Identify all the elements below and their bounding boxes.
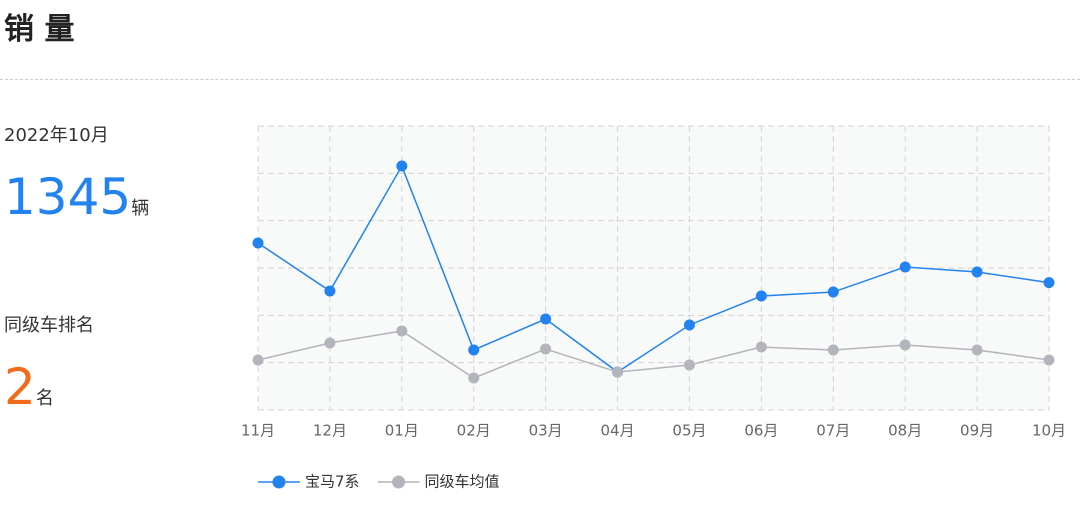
x-tick-label: 03月 bbox=[529, 422, 563, 440]
x-tick-label: 06月 bbox=[744, 422, 778, 440]
point bbox=[612, 366, 624, 378]
rank: 2名 bbox=[4, 358, 54, 416]
legend-label: 同级车均值 bbox=[425, 473, 500, 491]
x-tick-label: 09月 bbox=[960, 422, 994, 440]
sales-value: 1345 bbox=[4, 168, 132, 226]
point bbox=[899, 339, 911, 351]
sales-unit: 辆 bbox=[131, 198, 150, 219]
point bbox=[1043, 277, 1055, 289]
x-tick-label: 11月 bbox=[241, 422, 275, 440]
point bbox=[899, 261, 911, 273]
point bbox=[396, 325, 408, 337]
section-title: 销 量 bbox=[4, 12, 75, 47]
point bbox=[971, 266, 983, 278]
x-tick-label: 07月 bbox=[816, 422, 850, 440]
point bbox=[324, 285, 336, 297]
point bbox=[971, 344, 983, 356]
series-line bbox=[257, 164, 1050, 373]
point bbox=[468, 372, 480, 384]
point bbox=[1043, 354, 1055, 366]
point bbox=[827, 344, 839, 356]
x-tick-label: 08月 bbox=[888, 422, 922, 440]
point bbox=[755, 290, 767, 302]
sales: 1345辆 bbox=[4, 168, 149, 226]
point bbox=[540, 343, 552, 355]
x-tick-label: 02月 bbox=[457, 422, 491, 440]
legend-marker bbox=[392, 475, 406, 489]
point bbox=[683, 319, 695, 331]
legend-marker bbox=[272, 475, 286, 489]
point bbox=[396, 160, 408, 172]
point bbox=[683, 359, 695, 371]
rank-label: 同级车排名 bbox=[4, 315, 94, 336]
date: 2022年10月 bbox=[4, 125, 109, 146]
point bbox=[540, 313, 552, 325]
divider bbox=[0, 79, 1080, 80]
series-line bbox=[257, 330, 1050, 379]
rank-unit: 名 bbox=[35, 388, 54, 409]
point bbox=[324, 337, 336, 349]
point bbox=[827, 286, 839, 298]
point bbox=[252, 354, 264, 366]
point bbox=[468, 344, 480, 356]
x-tick-label: 05月 bbox=[672, 422, 706, 440]
x-tick-label: 01月 bbox=[385, 422, 419, 440]
x-tick-label: 10月 bbox=[1032, 422, 1066, 440]
legend-label: 宝马7系 bbox=[305, 473, 360, 491]
x-tick-label: 04月 bbox=[600, 422, 634, 440]
point bbox=[252, 237, 264, 249]
rank-value: 2 bbox=[4, 358, 36, 416]
x-tick-label: 12月 bbox=[313, 422, 347, 440]
point bbox=[755, 341, 767, 353]
